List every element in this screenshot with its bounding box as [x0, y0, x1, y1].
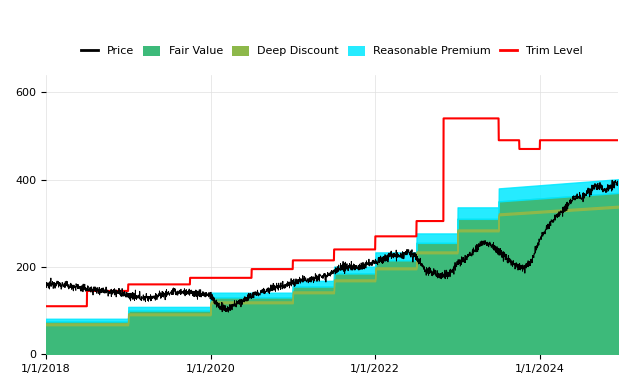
Legend: Price, Fair Value, Deep Discount, Reasonable Premium, Trim Level: Price, Fair Value, Deep Discount, Reason…: [77, 41, 587, 61]
